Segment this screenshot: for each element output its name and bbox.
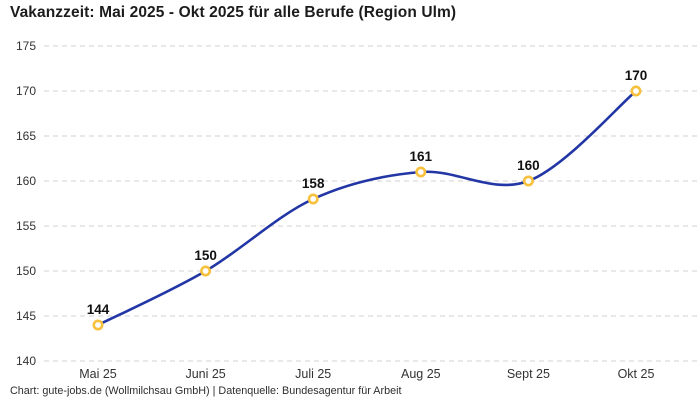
data-point-marker[interactable] bbox=[522, 175, 534, 187]
chart-title: Vakanzzeit: Mai 2025 - Okt 2025 für alle… bbox=[10, 4, 457, 21]
x-axis-tick-label: Sept 25 bbox=[507, 367, 550, 381]
y-axis-tick-label: 175 bbox=[16, 39, 36, 53]
x-axis-tick-label: Juni 25 bbox=[185, 367, 225, 381]
data-point-marker[interactable] bbox=[92, 319, 104, 331]
data-point-label: 150 bbox=[194, 248, 217, 263]
data-point-label: 170 bbox=[625, 68, 648, 83]
data-point-marker[interactable] bbox=[415, 166, 427, 178]
data-point-marker[interactable] bbox=[200, 265, 212, 277]
x-axis-tick-label: Okt 25 bbox=[618, 367, 655, 381]
y-axis-tick-label: 155 bbox=[16, 219, 36, 233]
data-point-label: 161 bbox=[410, 149, 433, 164]
data-point-label: 158 bbox=[302, 176, 325, 191]
y-axis-tick-label: 170 bbox=[16, 84, 36, 98]
y-axis-tick-label: 140 bbox=[16, 354, 36, 368]
chart-source-footer: Chart: gute-jobs.de (Wollmilchsau GmbH) … bbox=[10, 385, 402, 397]
x-axis-tick-label: Mai 25 bbox=[79, 367, 117, 381]
data-point-label: 160 bbox=[517, 158, 540, 173]
series-line bbox=[96, 89, 638, 327]
data-point-label: 144 bbox=[87, 302, 110, 317]
y-axis-tick-label: 165 bbox=[16, 129, 36, 143]
y-axis-tick-label: 160 bbox=[16, 174, 36, 188]
x-axis-tick-label: Juli 25 bbox=[295, 367, 331, 381]
y-axis-tick-label: 150 bbox=[16, 264, 36, 278]
data-point-marker[interactable] bbox=[307, 193, 319, 205]
x-axis-tick-label: Aug 25 bbox=[401, 367, 441, 381]
y-axis-tick-label: 145 bbox=[16, 309, 36, 323]
data-point-marker[interactable] bbox=[630, 85, 642, 97]
